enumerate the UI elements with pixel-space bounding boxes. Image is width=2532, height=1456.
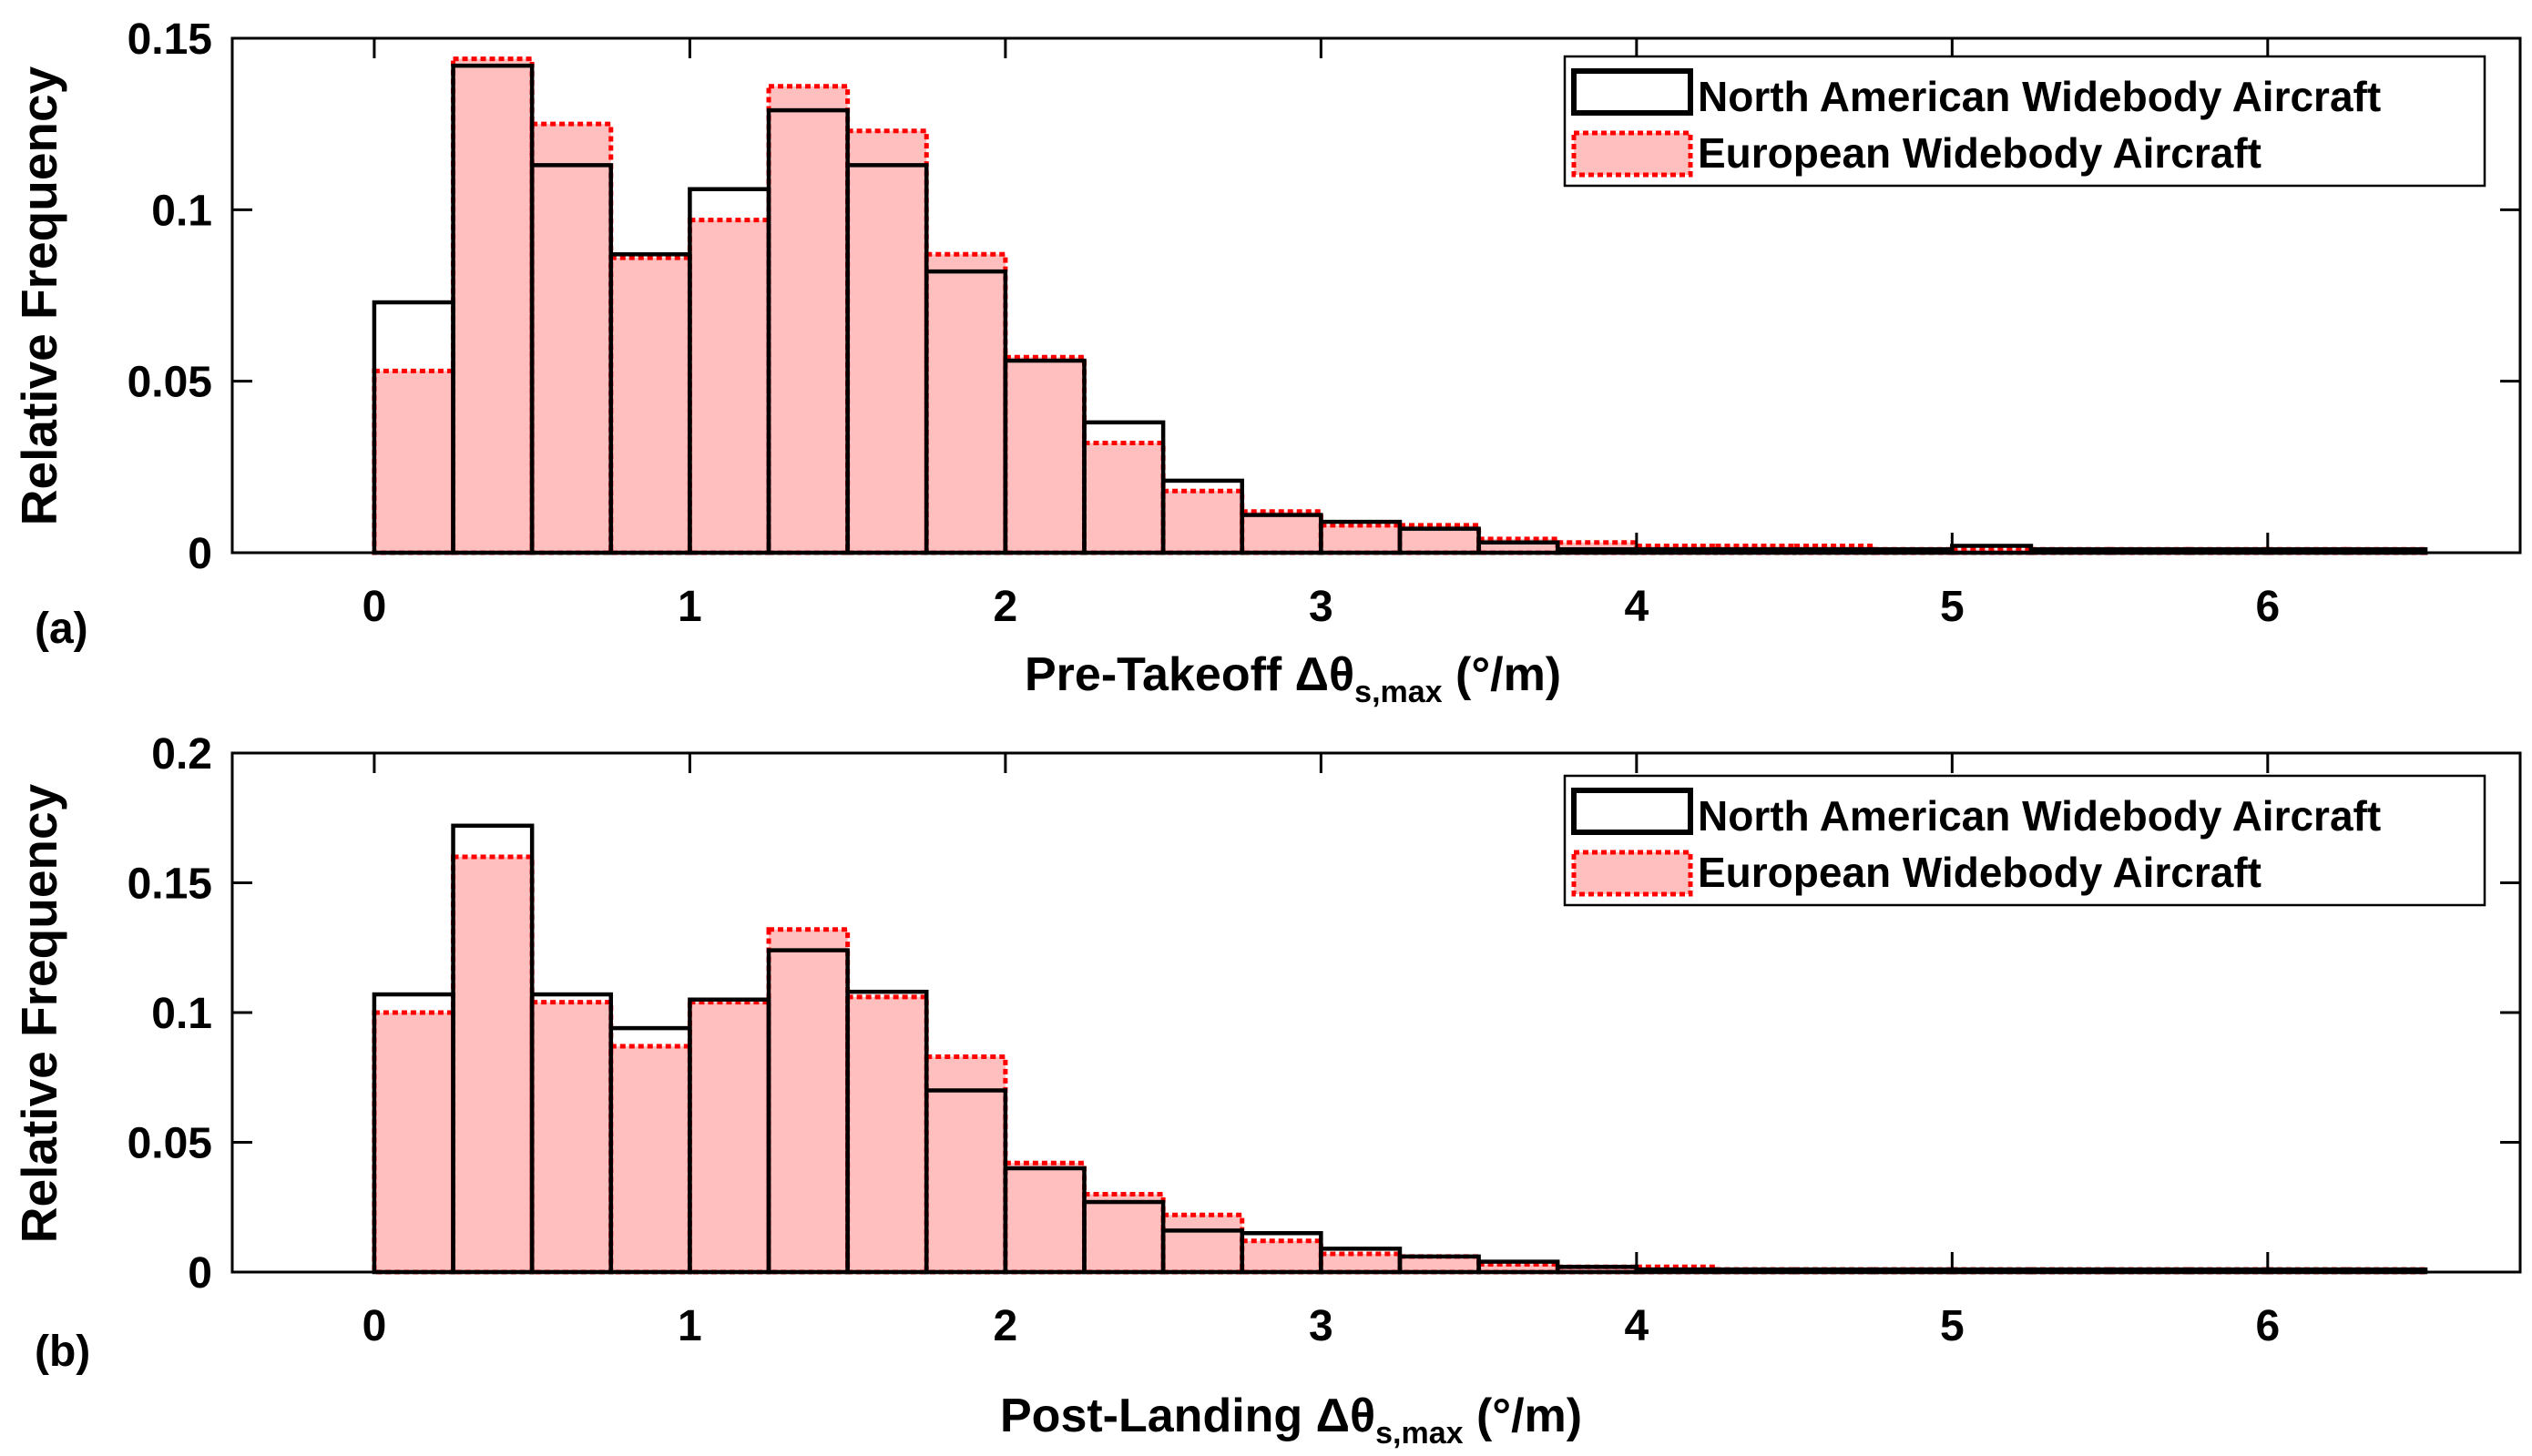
panel-b-chart: 0 0.05 0.1 0.15 0.2 0 1 2 3 4 5 6 Relative Frequen…	[11, 730, 2522, 1451]
legend-label-european: European Widebody Aircraft	[1698, 129, 2261, 177]
european-bar	[845, 128, 929, 555]
x-tick-label: 0	[362, 1302, 387, 1350]
x-tick-label: 0	[362, 583, 387, 631]
european-bars	[372, 854, 2428, 1275]
legend-swatch-european	[1571, 850, 1693, 897]
x-tick-label: 5	[1940, 1302, 1965, 1350]
european-bar	[372, 368, 456, 555]
y-tick-label: 0.15	[128, 860, 212, 909]
panel-a-x-axis-label: Pre-Takeoff Δθs,max (°/m)	[1025, 648, 1561, 709]
panel-a-axes-box	[230, 36, 2522, 555]
panel-a-y-axis-label: Relative Frequency	[11, 66, 67, 525]
panel-a-y-tick-labels: 0 0.05 0.1 0.15	[128, 15, 212, 578]
panel-a-x-tick-labels: 0 1 2 3 4 5 6	[362, 583, 2281, 631]
european-bar	[608, 255, 692, 555]
european-bar	[845, 994, 929, 1275]
panel-b-legend: North American Widebody Aircraft Europea…	[1563, 774, 2486, 907]
european-bar	[529, 121, 614, 555]
x-tick-label: 1	[678, 1302, 702, 1350]
european-bar	[1240, 1238, 1323, 1275]
panel-b-y-tick-labels: 0 0.05 0.1 0.15 0.2	[128, 730, 212, 1298]
x-tick-label: 2	[994, 1302, 1018, 1350]
european-bar	[687, 1000, 771, 1275]
legend-swatch-european	[1571, 130, 1693, 178]
panel-b-label: (b)	[35, 1328, 90, 1376]
x-tick-label: 4	[1624, 1302, 1649, 1350]
european-bar	[1318, 523, 1403, 555]
panel-b-y-axis-label: Relative Frequency	[11, 783, 67, 1243]
legend-box	[1563, 55, 2486, 188]
x-tick-label: 5	[1940, 583, 1965, 631]
x-tick-label: 3	[1309, 1302, 1333, 1350]
x-tick-label: 3	[1309, 583, 1333, 631]
european-bar	[529, 1000, 614, 1275]
y-tick-label: 0.1	[151, 187, 212, 235]
european-bar	[1397, 1254, 1482, 1275]
european-bar	[451, 56, 535, 555]
x-tick-label: 6	[2255, 583, 2280, 631]
european-bar	[1318, 1251, 1403, 1275]
european-bars	[372, 56, 2428, 555]
y-tick-label: 0.1	[151, 990, 212, 1038]
european-bar	[1003, 1160, 1087, 1275]
european-bar	[1003, 354, 1087, 555]
panel-a-legend: North American Widebody Aircraft Europea…	[1563, 55, 2486, 188]
european-bar	[766, 927, 851, 1275]
european-bar	[1160, 488, 1245, 555]
european-bar	[451, 854, 535, 1275]
y-tick-label: 0.05	[128, 359, 212, 407]
legend-swatch-north-american	[1571, 788, 1693, 835]
y-tick-label: 0	[188, 1249, 212, 1298]
european-bar	[766, 84, 851, 555]
x-tick-label: 1	[678, 583, 702, 631]
panel-b-ticks	[232, 751, 2520, 1274]
x-tick-label: 2	[994, 583, 1018, 631]
legend-swatch-north-american	[1571, 68, 1693, 116]
y-tick-label: 0.2	[151, 730, 212, 779]
european-bar	[1082, 1192, 1166, 1275]
european-bar	[1160, 1212, 1245, 1275]
european-bar	[1240, 509, 1323, 555]
panel-b-x-tick-labels: 0 1 2 3 4 5 6	[362, 1302, 2281, 1350]
panel-a-ticks	[232, 36, 2520, 555]
legend-label-european: European Widebody Aircraft	[1698, 849, 2261, 896]
y-tick-label: 0	[188, 530, 212, 578]
legend-label-north-american: North American Widebody Aircraft	[1698, 73, 2381, 120]
european-bar	[608, 1044, 692, 1275]
european-bar	[687, 218, 771, 555]
y-tick-label: 0.05	[128, 1120, 212, 1168]
european-bar	[1082, 440, 1166, 555]
panel-a-label: (a)	[35, 605, 88, 653]
european-bar	[372, 1010, 456, 1275]
x-tick-label: 6	[2255, 1302, 2280, 1350]
x-tick-label: 4	[1624, 583, 1649, 631]
legend-label-north-american: North American Widebody Aircraft	[1698, 792, 2381, 840]
legend-box	[1563, 774, 2486, 907]
panel-b-x-axis-label: Post-Landing Δθs,max (°/m)	[1000, 1390, 1582, 1451]
y-tick-label: 0.15	[128, 15, 212, 64]
european-bar	[924, 251, 1008, 555]
